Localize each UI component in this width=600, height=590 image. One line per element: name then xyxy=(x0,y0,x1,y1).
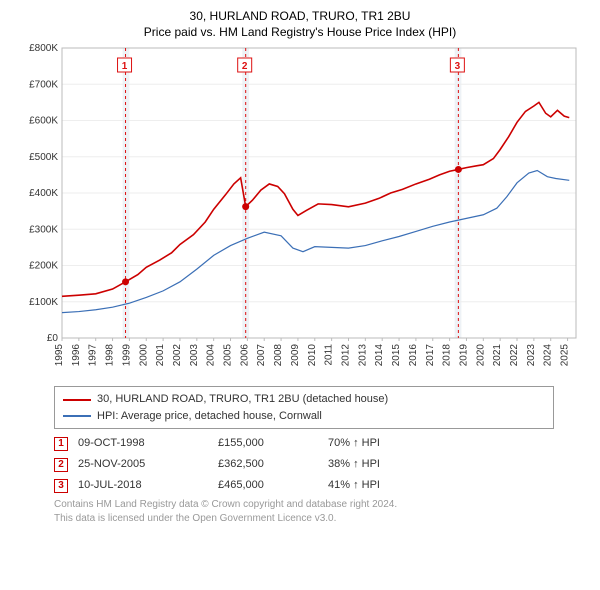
svg-text:2002: 2002 xyxy=(172,344,183,367)
sale-marker: 1 xyxy=(54,437,68,451)
sale-marker: 3 xyxy=(54,479,68,493)
svg-text:1996: 1996 xyxy=(71,344,82,367)
svg-text:2000: 2000 xyxy=(138,344,149,367)
svg-text:2021: 2021 xyxy=(492,344,503,367)
svg-text:2012: 2012 xyxy=(340,344,351,367)
svg-text:2006: 2006 xyxy=(239,344,250,367)
sale-row: 2 25-NOV-2005 £362,500 38% ↑ HPI xyxy=(54,454,588,475)
svg-text:2008: 2008 xyxy=(273,344,284,367)
svg-text:2020: 2020 xyxy=(475,344,486,367)
svg-text:2017: 2017 xyxy=(425,344,436,367)
svg-text:2013: 2013 xyxy=(357,344,368,367)
legend: 30, HURLAND ROAD, TRURO, TR1 2BU (detach… xyxy=(54,386,554,429)
svg-text:2023: 2023 xyxy=(526,344,537,367)
svg-text:2014: 2014 xyxy=(374,344,385,367)
page: 30, HURLAND ROAD, TRURO, TR1 2BU Price p… xyxy=(0,0,600,590)
sale-date: 10-JUL-2018 xyxy=(78,475,208,496)
sale-row: 3 10-JUL-2018 £465,000 41% ↑ HPI xyxy=(54,475,588,496)
svg-text:2: 2 xyxy=(242,61,248,72)
svg-text:2024: 2024 xyxy=(543,344,554,367)
svg-text:2011: 2011 xyxy=(324,344,335,366)
svg-text:2025: 2025 xyxy=(560,344,571,367)
svg-text:£400K: £400K xyxy=(29,188,58,199)
svg-text:3: 3 xyxy=(455,61,461,72)
svg-text:2005: 2005 xyxy=(223,344,234,367)
svg-text:1997: 1997 xyxy=(88,344,99,367)
legend-swatch xyxy=(63,399,91,401)
svg-text:1998: 1998 xyxy=(105,344,116,367)
svg-text:£0: £0 xyxy=(47,333,59,344)
svg-text:1995: 1995 xyxy=(54,344,65,367)
sale-price: £155,000 xyxy=(218,433,318,454)
sale-price: £362,500 xyxy=(218,454,318,475)
sale-row: 1 09-OCT-1998 £155,000 70% ↑ HPI xyxy=(54,433,588,454)
sales-table: 1 09-OCT-1998 £155,000 70% ↑ HPI 2 25-NOV-200… xyxy=(54,433,588,496)
sale-date: 25-NOV-2005 xyxy=(78,454,208,475)
sale-price: £465,000 xyxy=(218,475,318,496)
svg-text:2007: 2007 xyxy=(256,344,267,367)
legend-row: HPI: Average price, detached house, Corn… xyxy=(63,408,545,425)
title: 30, HURLAND ROAD, TRURO, TR1 2BU xyxy=(12,8,588,24)
svg-text:2010: 2010 xyxy=(307,344,318,367)
svg-text:£800K: £800K xyxy=(29,43,58,54)
svg-text:1999: 1999 xyxy=(121,344,132,367)
svg-text:2003: 2003 xyxy=(189,344,200,367)
title-block: 30, HURLAND ROAD, TRURO, TR1 2BU Price p… xyxy=(12,8,588,40)
svg-text:£100K: £100K xyxy=(29,297,58,308)
subtitle: Price paid vs. HM Land Registry's House … xyxy=(12,24,588,40)
sale-delta: 70% ↑ HPI xyxy=(328,433,428,454)
svg-text:£300K: £300K xyxy=(29,225,58,236)
svg-text:2015: 2015 xyxy=(391,344,402,367)
svg-text:£600K: £600K xyxy=(29,116,58,127)
chart: £0 £100K £200K £300K £400K £500K £600K £700K £80… xyxy=(16,42,586,382)
svg-text:2001: 2001 xyxy=(155,344,166,367)
svg-text:2004: 2004 xyxy=(206,344,217,367)
svg-text:2009: 2009 xyxy=(290,344,301,367)
svg-text:2022: 2022 xyxy=(509,344,520,367)
sale-marker: 2 xyxy=(54,458,68,472)
sale-delta: 41% ↑ HPI xyxy=(328,475,428,496)
svg-text:£500K: £500K xyxy=(29,152,58,163)
svg-text:£200K: £200K xyxy=(29,261,58,272)
chart-svg: £0 £100K £200K £300K £400K £500K £600K £700K £80… xyxy=(16,42,586,382)
footer-line1: Contains HM Land Registry data © Crown c… xyxy=(54,498,588,512)
sale-date: 09-OCT-1998 xyxy=(78,433,208,454)
svg-text:£700K: £700K xyxy=(29,80,58,91)
svg-text:2019: 2019 xyxy=(458,344,469,367)
svg-text:1: 1 xyxy=(122,61,128,72)
footer-line2: This data is licensed under the Open Gov… xyxy=(54,512,588,526)
legend-row: 30, HURLAND ROAD, TRURO, TR1 2BU (detach… xyxy=(63,391,545,408)
svg-text:2016: 2016 xyxy=(408,344,419,367)
legend-label: 30, HURLAND ROAD, TRURO, TR1 2BU (detach… xyxy=(97,391,388,408)
svg-text:2018: 2018 xyxy=(442,344,453,367)
legend-swatch xyxy=(63,415,91,417)
sale-delta: 38% ↑ HPI xyxy=(328,454,428,475)
legend-label: HPI: Average price, detached house, Corn… xyxy=(97,408,322,425)
footer: Contains HM Land Registry data © Crown c… xyxy=(54,498,588,525)
